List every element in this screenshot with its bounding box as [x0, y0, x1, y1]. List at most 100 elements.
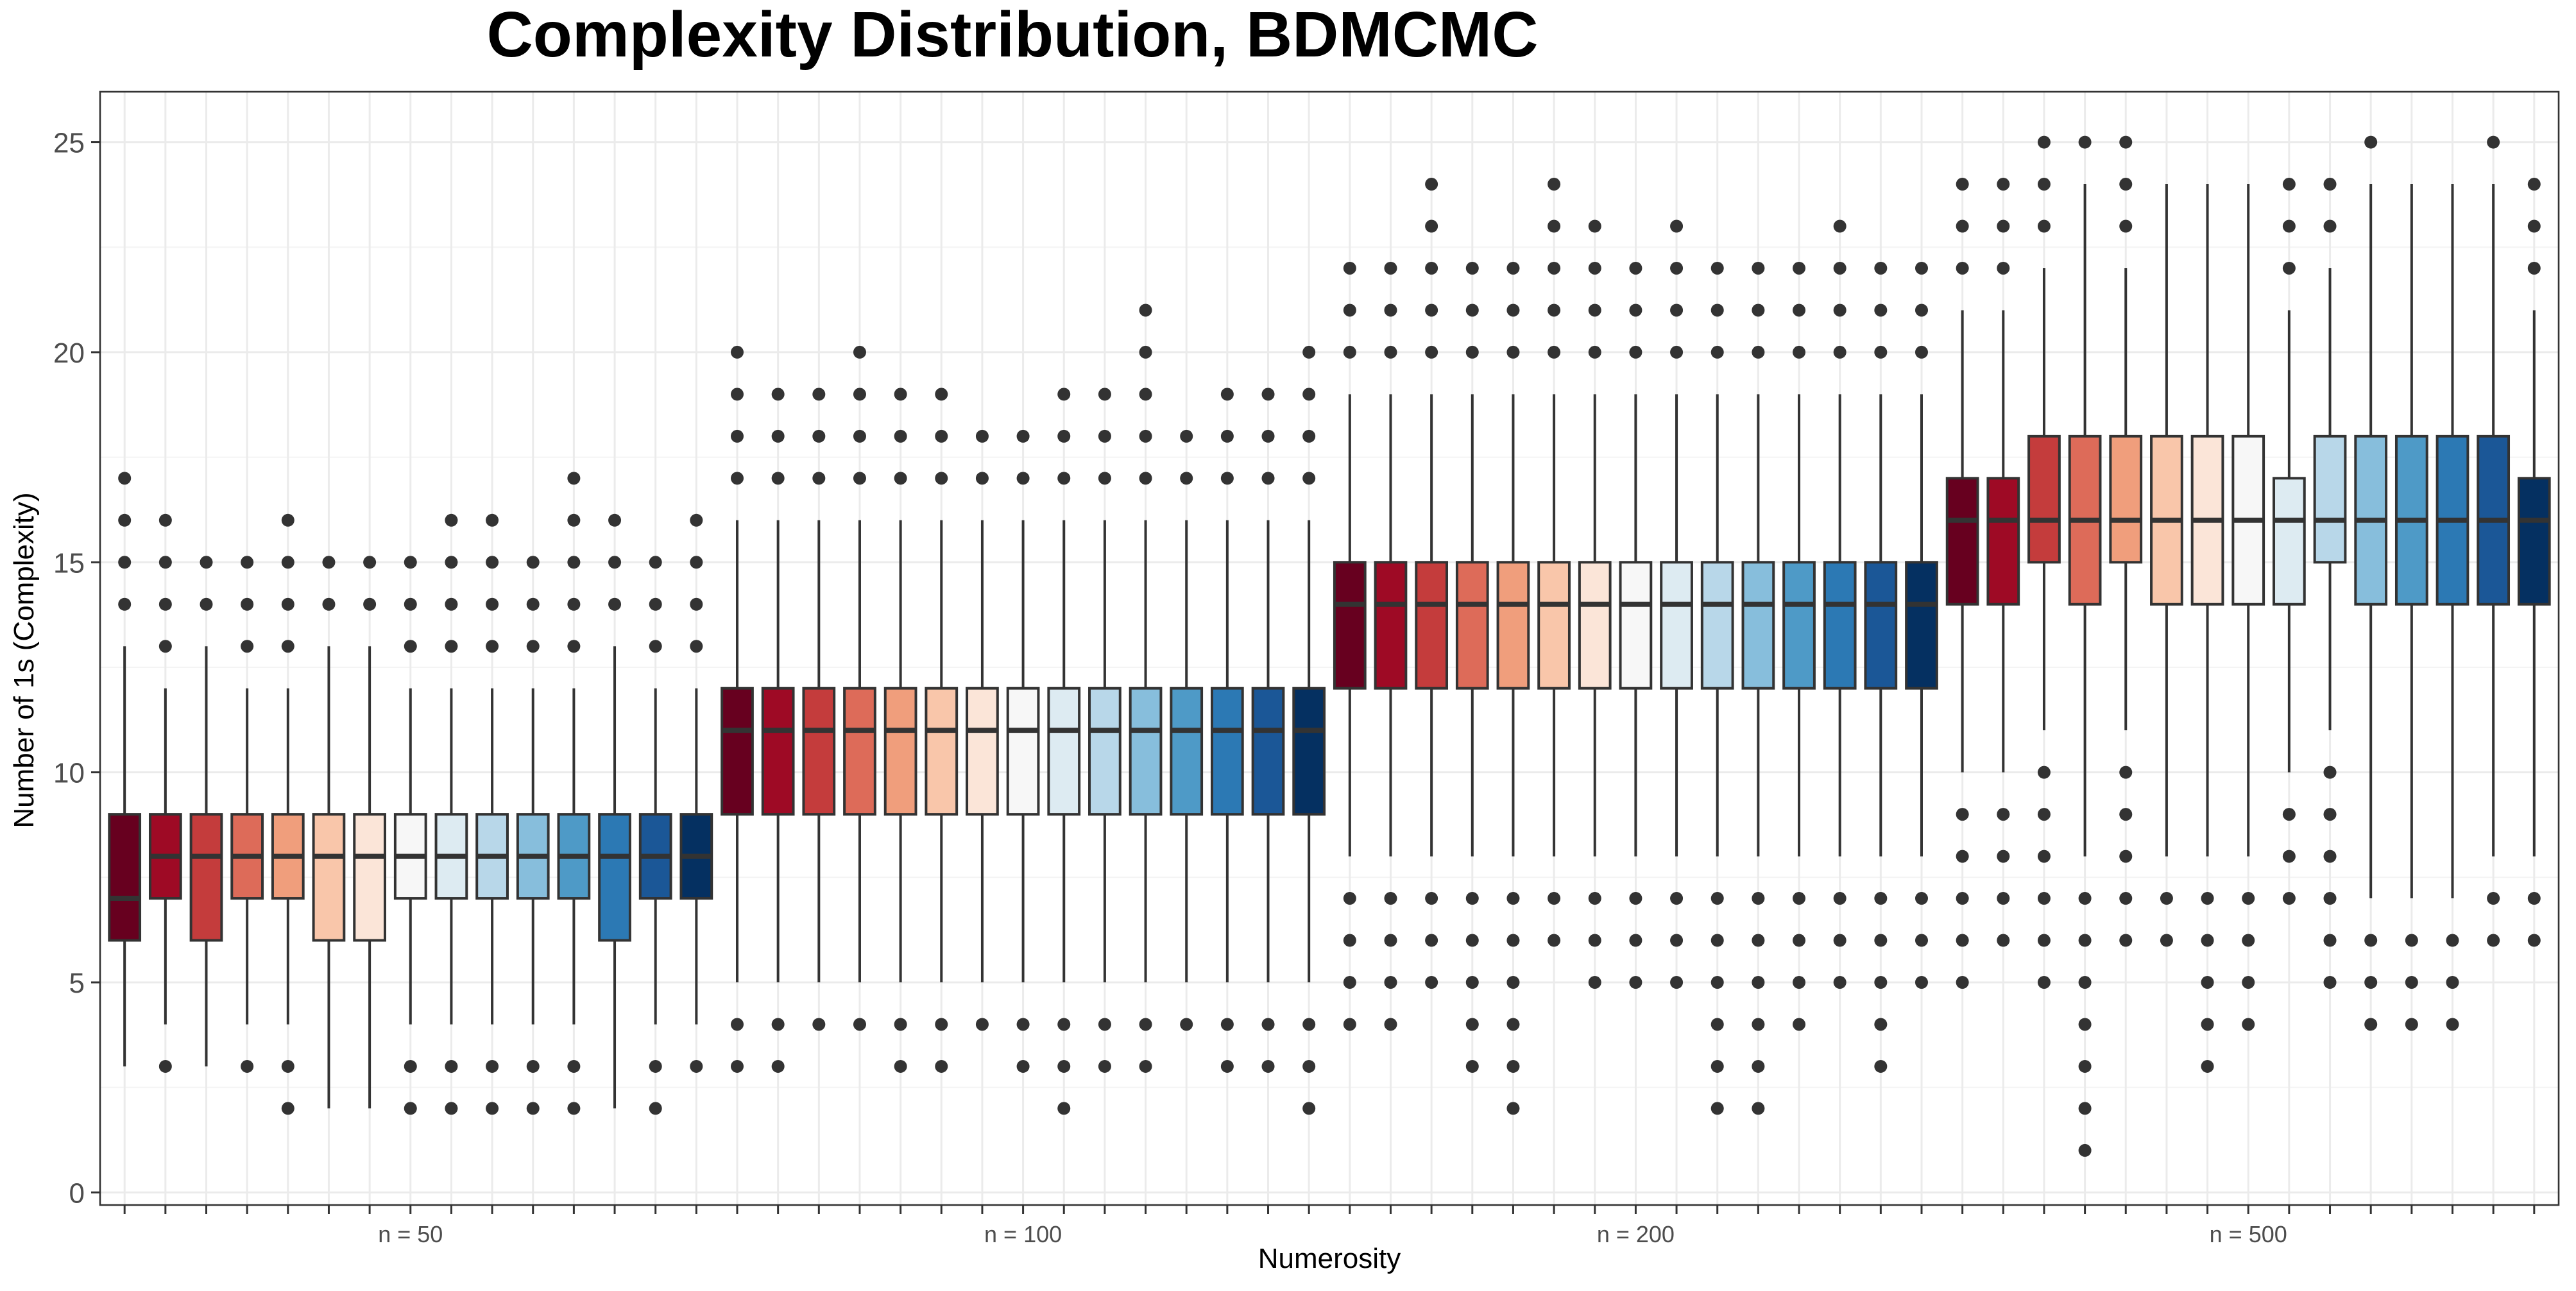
outlier-point: [1506, 345, 1520, 359]
outlier-point: [2282, 261, 2296, 275]
outlier-point: [567, 1059, 581, 1073]
outlier-point: [1057, 1059, 1071, 1073]
outlier-point: [158, 597, 172, 611]
box-3-6: [1537, 178, 1571, 947]
box-4-1: [1945, 178, 1979, 989]
panel-border: [99, 90, 2560, 1206]
outlier-point: [1465, 976, 1479, 989]
outlier-point: [1425, 976, 1438, 989]
outlier-point: [1506, 304, 1520, 317]
outlier-point: [1506, 976, 1520, 989]
outlier-point: [1425, 892, 1438, 905]
box-body: [1006, 687, 1040, 816]
outlier-point: [2078, 1059, 2092, 1073]
outlier-point: [281, 1102, 294, 1115]
outlier-point: [853, 345, 866, 359]
box-1-10: [475, 513, 509, 1115]
outlier-point: [1874, 345, 1888, 359]
box-3-13: [1823, 219, 1857, 989]
outlier-point: [1833, 892, 1847, 905]
outlier-point: [1302, 1102, 1316, 1115]
box-body: [1700, 561, 1734, 690]
outlier-point: [118, 556, 132, 569]
box-body: [1292, 687, 1326, 816]
outlier-point: [2119, 178, 2133, 191]
outlier-point: [731, 345, 744, 359]
outlier-point: [1384, 345, 1397, 359]
box-3-5: [1496, 261, 1530, 1115]
box-1-14: [638, 556, 672, 1115]
outlier-point: [690, 597, 703, 611]
y-axis-title: Number of 1s (Complexity): [8, 492, 40, 828]
box-body: [189, 813, 223, 942]
outlier-point: [2037, 765, 2051, 779]
box-2-11: [1129, 304, 1163, 1073]
outlier-point: [1302, 1059, 1316, 1073]
outlier-point: [2201, 1018, 2214, 1031]
outlier-point: [2201, 892, 2214, 905]
outlier-point: [567, 1102, 581, 1115]
outlier-point: [1548, 304, 1561, 317]
outlier-point: [1425, 219, 1438, 233]
outlier-point: [1752, 892, 1765, 905]
box-body: [883, 687, 917, 816]
outlier-point: [935, 429, 948, 443]
outlier-point: [1710, 934, 1724, 947]
box-body: [1210, 687, 1244, 816]
outlier-point: [1343, 304, 1356, 317]
outlier-point: [1710, 1102, 1724, 1115]
outlier-point: [118, 472, 132, 485]
boxes-layer: [108, 135, 2551, 1157]
box-3-14: [1864, 261, 1898, 1073]
box-body: [1415, 561, 1449, 690]
outlier-point: [2405, 934, 2418, 947]
outlier-point: [812, 1018, 826, 1031]
box-body: [761, 687, 795, 816]
outlier-point: [1833, 976, 1847, 989]
outlier-point: [2282, 850, 2296, 863]
grid-layer: [100, 92, 2559, 1205]
outlier-point: [1629, 892, 1642, 905]
outlier-point: [2078, 1102, 2092, 1115]
box-body: [1741, 561, 1775, 690]
box-3-9: [1660, 219, 1693, 989]
outlier-point: [200, 556, 213, 569]
outlier-point: [1343, 1018, 1356, 1031]
outlier-point: [1425, 261, 1438, 275]
outlier-point: [2487, 934, 2500, 947]
outlier-point: [1302, 472, 1316, 485]
outlier-point: [2119, 850, 2133, 863]
outlier-point: [649, 597, 662, 611]
box-2-1: [721, 345, 754, 1073]
outlier-point: [771, 429, 785, 443]
outlier-point: [1874, 261, 1888, 275]
outlier-point: [281, 597, 294, 611]
outlier-point: [935, 472, 948, 485]
outlier-point: [486, 1059, 499, 1073]
box-4-8: [2231, 184, 2265, 1031]
outlier-point: [1302, 388, 1316, 401]
outlier-point: [1098, 388, 1111, 401]
outlier-point: [1057, 472, 1071, 485]
outlier-point: [1465, 934, 1479, 947]
outlier-point: [2487, 135, 2500, 149]
box-body: [1088, 687, 1122, 816]
outlier-point: [1506, 261, 1520, 275]
outlier-point: [1752, 304, 1765, 317]
box-body: [721, 687, 754, 816]
box-4-12: [2394, 184, 2428, 1031]
box-3-7: [1578, 219, 1612, 989]
box-2-15: [1292, 345, 1326, 1115]
box-1-6: [312, 556, 346, 1109]
outlier-point: [1793, 345, 1806, 359]
outlier-point: [1261, 429, 1275, 443]
box-body: [2313, 434, 2347, 564]
outlier-point: [812, 388, 826, 401]
box-body: [1945, 477, 1979, 606]
outlier-point: [1956, 808, 1969, 821]
outlier-point: [1220, 1018, 1234, 1031]
outlier-point: [1548, 934, 1561, 947]
outlier-point: [1548, 345, 1561, 359]
outlier-point: [1915, 304, 1928, 317]
